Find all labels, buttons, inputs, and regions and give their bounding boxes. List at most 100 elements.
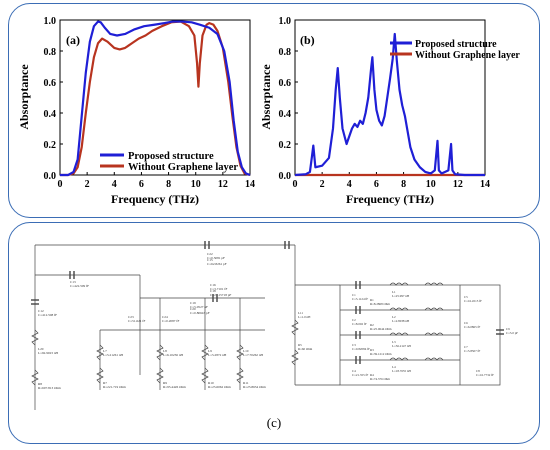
circuit-resistor-symbol (31, 369, 39, 386)
chart-b-y-tick-label: 0.8 (279, 47, 292, 58)
circuit-component-ref: R8 (38, 382, 42, 386)
circuit-component-value: R=8.2868 Ohm (370, 302, 390, 306)
circuit-inductor-symbol (236, 344, 244, 361)
chart-b-legend-label-proposed: Proposed structure (415, 39, 497, 50)
chart-b-y-tick-label: 0.0 (279, 171, 292, 182)
chart-b-y-tick-label: 0.2 (279, 140, 292, 151)
circuit-component-ref: L7 (103, 349, 107, 353)
circuit-component-ref: C9 (506, 327, 510, 331)
circuit-component-value: C=0.80643 pF (190, 311, 210, 315)
circuit-inductor-symbol (389, 332, 409, 336)
circuit-component-value: L=92.9023 nH (38, 351, 59, 355)
circuit-component-ref: C13 (70, 280, 76, 284)
circuit-component-value: C=3.7101 fF (210, 287, 227, 291)
circuit-component-value: C=5.1124 fF (352, 297, 368, 301)
circuit-component-value: C=5.0527 nF (190, 305, 208, 309)
circuit-component-value: C=21.355 fF (352, 373, 369, 377)
chart-a-x-tick-label: 6 (139, 179, 144, 190)
circuit-diagram (31, 241, 504, 410)
circuit-component-value: C=5.0 pF (506, 331, 518, 335)
circuit-component-value: C=8.002 fF (352, 322, 367, 326)
circuit-component-value: C=62.8261 pF (207, 262, 227, 266)
circuit-component-value: L=1.0 nH (298, 315, 311, 319)
circuit-component-ref: R11 (243, 381, 249, 385)
chart-a-y-tick-label: 0.2 (44, 140, 57, 151)
circuit-component-value: R=607.813 Ohm (38, 386, 61, 390)
chart-b-panel-label: (b) (300, 33, 315, 47)
circuit-component-ref: C1 (352, 293, 356, 297)
circuit-component-value: L=25.997 nH (392, 294, 410, 298)
circuit-component-value: R=25.6062 Ohm (208, 385, 231, 389)
circuit-component-value: C=0.82084 fF (352, 347, 370, 351)
circuit-resistor-symbol (96, 367, 104, 384)
circuit-component-value: C=21.15718 pF (210, 293, 231, 297)
circuit-component-ref: C8 (476, 369, 480, 373)
chart-b-x-tick-label: 8 (401, 179, 406, 190)
circuit-component-value: C=51.621 fF (128, 319, 145, 323)
circuit-component-ref: C19 (190, 301, 196, 305)
chart-b-y-tick-label: 0.6 (279, 78, 292, 89)
chart-a-y-tick-label: 0.8 (44, 47, 57, 58)
circuit-resistor-symbol (236, 367, 244, 384)
chart-b-x-tick-label: 4 (347, 179, 352, 190)
chart-a-y-tick-label: 1.0 (44, 16, 57, 27)
chart-a-xlabel: Frequency (THz) (111, 192, 199, 206)
circuit-component-ref: C4 (352, 369, 356, 373)
circuit-component-ref: R7 (103, 381, 107, 385)
circuit-inductor-symbol (201, 344, 209, 361)
circuit-component-value: C=16.4515 fF (464, 299, 482, 303)
chart-b-y-tick-label: 1.0 (279, 16, 292, 27)
circuit-component-value: R=95.4426 Ohm (163, 385, 186, 389)
panel-bottom-frame (8, 222, 540, 444)
circuit-component-ref: C23 (128, 315, 134, 319)
circuit-inductor-symbol (96, 344, 104, 361)
circuit-component-value: C=6.0865 fF (464, 325, 481, 329)
circuit-component-ref: L4 (392, 365, 396, 369)
chart-b: 0.0 0.2 0.4 0.6 0.8 1.0 0 2 4 6 8 10 12 14 (b) Frequ… (259, 16, 520, 206)
circuit-component-ref: C6 (464, 321, 468, 325)
circuit-component-value: C=16.7732 fF (476, 373, 494, 377)
circuit-component-value: C=0.2087 fF (162, 319, 179, 323)
chart-b-legend: Proposed structure Without Graphene laye… (390, 39, 520, 61)
chart-a-series (60, 20, 251, 177)
chart-a-x-tick-label: 10 (191, 179, 201, 190)
circuit-component-value: C=0.5081 pF (207, 256, 225, 260)
circuit-component-ref: R1 (370, 298, 374, 302)
chart-b-y-ticks: 0.0 0.2 0.4 0.6 0.8 1.0 (279, 16, 298, 182)
circuit-inductor-symbol (424, 357, 444, 361)
chart-a-ylabel: Absorptance (17, 64, 31, 130)
circuit-component-value: R=25.0644 Ohm (370, 327, 392, 331)
circuit-inductor-symbol (389, 307, 409, 311)
circuit-component-ref: C3 (352, 343, 356, 347)
circuit-component-ref: L11 (298, 311, 303, 315)
circuit-component-ref: L8 (163, 349, 167, 353)
chart-b-x-tick-label: 0 (293, 179, 298, 190)
circuit-inductor-symbol (424, 307, 444, 311)
chart-a-x-tick-label: 2 (85, 179, 90, 190)
circuit-component-ref: L1 (392, 290, 396, 294)
circuit-component-ref: L3 (392, 340, 396, 344)
circuit-component-ref: R5 (298, 343, 302, 347)
circuit-component-ref: R4 (370, 373, 374, 377)
circuit-component-ref: C18 (210, 289, 216, 293)
chart-a-y-tick-label: 0.4 (44, 109, 57, 120)
circuit-component-value: R=25.8634 Ohm (243, 385, 266, 389)
chart-b-x-tick-label: 2 (320, 179, 325, 190)
chart-a-x-tick-label: 0 (58, 179, 63, 190)
circuit-inductor-symbol (389, 282, 409, 286)
circuit-component-ref: C16 (210, 283, 216, 287)
circuit-component-value: C=422.509 fF (70, 284, 89, 288)
circuit-component-value: R=221.719 Ohm (103, 385, 126, 389)
circuit-component-value: R=74.376 Ohm (370, 377, 390, 381)
circuit-component-value: L=2.8038 nH (392, 319, 410, 323)
circuit-component-ref: R9 (163, 381, 167, 385)
chart-b-x-tick-label: 10 (426, 179, 436, 190)
circuit-component-value: C=412.508 fF (38, 313, 57, 317)
chart-b-x-tick-label: 6 (374, 179, 379, 190)
circuit-component-ref: L10 (243, 349, 249, 353)
chart-b-series-line-0 (294, 32, 485, 177)
circuit-component-ref: R2 (370, 323, 374, 327)
chart-a-y-tick-label: 0.0 (44, 171, 57, 182)
chart-a-x-tick-label: 4 (112, 179, 117, 190)
